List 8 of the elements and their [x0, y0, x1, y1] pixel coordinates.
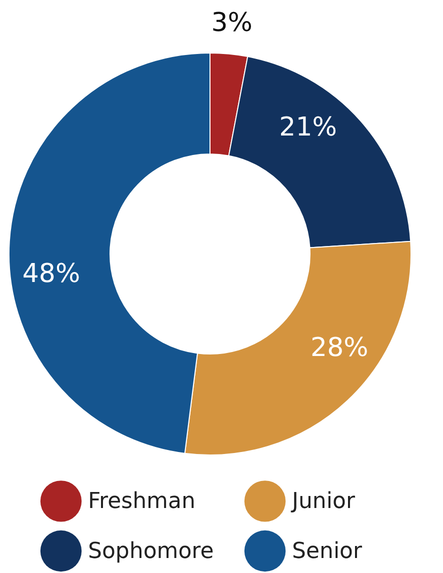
- legend-label: Sophomore: [88, 539, 214, 564]
- legend-label: Freshman: [88, 489, 196, 514]
- data-label: 3%: [211, 8, 252, 38]
- legend-label: Senior: [292, 539, 364, 564]
- data-label: 21%: [279, 112, 337, 143]
- legend-label: Junior: [290, 489, 356, 514]
- data-label: 28%: [310, 333, 368, 364]
- data-label: 48%: [22, 259, 80, 290]
